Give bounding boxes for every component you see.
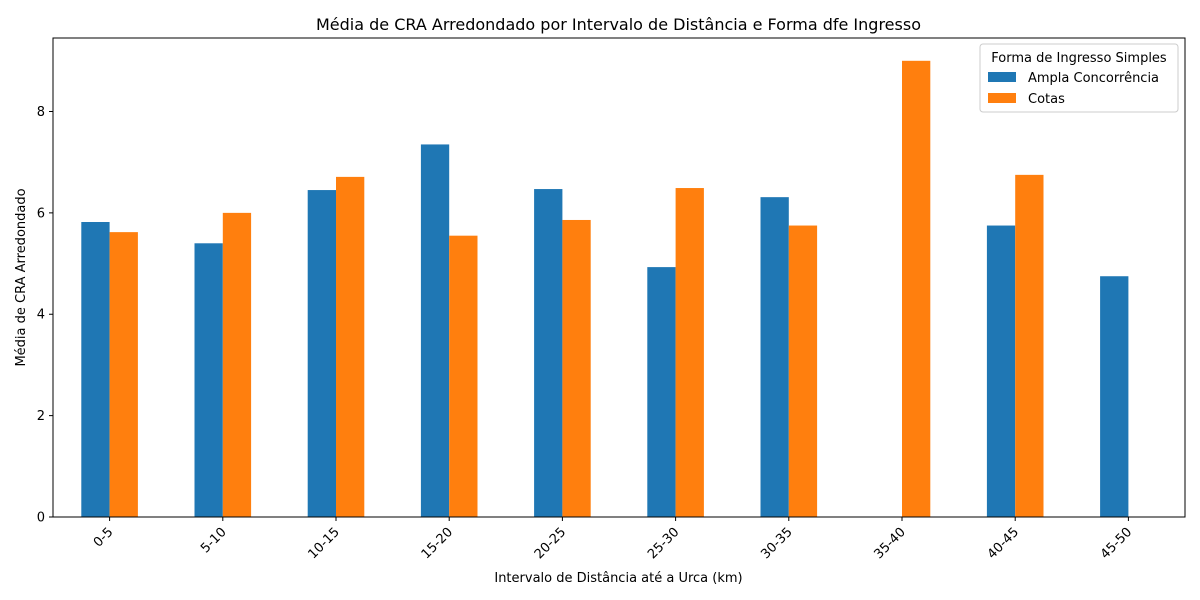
- legend-frame: [979, 43, 1179, 113]
- bar-cotas-40-45: [1015, 174, 1044, 518]
- y-tick-label: 0: [37, 511, 45, 526]
- bar-cotas-20-25: [562, 219, 591, 517]
- x-tick-label: 15-20: [419, 525, 456, 562]
- bar-ampla-concorrência-25-30: [647, 267, 676, 517]
- x-tick-label: 35-40: [872, 525, 909, 562]
- bar-cotas-30-35: [788, 225, 818, 518]
- bar-cotas-35-40: [902, 60, 931, 518]
- bar-ampla-concorrência-5-10: [194, 243, 223, 518]
- x-tick-label: 10-15: [306, 525, 343, 562]
- bars-layer: [81, 60, 1129, 518]
- legend: Forma de Ingresso Simples Ampla Concorrê…: [979, 43, 1179, 113]
- x-tick-label: 20-25: [532, 525, 569, 562]
- x-tick-label: 25-30: [645, 525, 682, 562]
- bar-ampla-concorrência-40-45: [986, 225, 1016, 518]
- y-tick-label: 2: [37, 409, 45, 424]
- x-tick-label: 45-50: [1098, 525, 1135, 562]
- legend-swatch: [988, 93, 1016, 103]
- bar-ampla-concorrência-45-50: [1100, 276, 1129, 517]
- bar-cotas-25-30: [675, 188, 704, 518]
- legend-label: Cotas: [1028, 92, 1065, 107]
- plot-frame: [52, 37, 1186, 518]
- bar-cotas-10-15: [336, 176, 365, 517]
- legend-swatch: [988, 72, 1016, 82]
- bar-ampla-concorrência-10-15: [307, 190, 336, 517]
- legend-label: Ampla Concorrência: [1028, 71, 1159, 86]
- x-tick-label: 40-45: [985, 525, 1022, 562]
- y-tick-label: 4: [37, 308, 45, 323]
- bar-cotas-15-20: [449, 235, 478, 517]
- chart-title: Média de CRA Arredondado por Intervalo d…: [316, 15, 921, 34]
- bar-ampla-concorrência-15-20: [420, 144, 450, 517]
- y-tick-label: 8: [37, 105, 45, 120]
- y-tick-label: 6: [37, 206, 45, 221]
- x-tick-label: 30-35: [758, 525, 795, 562]
- y-axis-label: Média de CRA Arredondado: [14, 188, 29, 366]
- legend-title: Forma de Ingresso Simples: [991, 51, 1167, 66]
- bar-cotas-0-5: [109, 232, 138, 517]
- x-tick-label: 0-5: [91, 525, 117, 551]
- x-axis-label: Intervalo de Distância até a Urca (km): [494, 571, 742, 586]
- bar-ampla-concorrência-0-5: [81, 222, 110, 517]
- bar-ampla-concorrência-30-35: [760, 197, 789, 517]
- bar-ampla-concorrência-20-25: [534, 189, 563, 518]
- x-tick-label: 5-10: [198, 525, 229, 556]
- legend-items: Ampla Concorrência Cotas: [988, 71, 1159, 107]
- bar-cotas-5-10: [222, 212, 252, 517]
